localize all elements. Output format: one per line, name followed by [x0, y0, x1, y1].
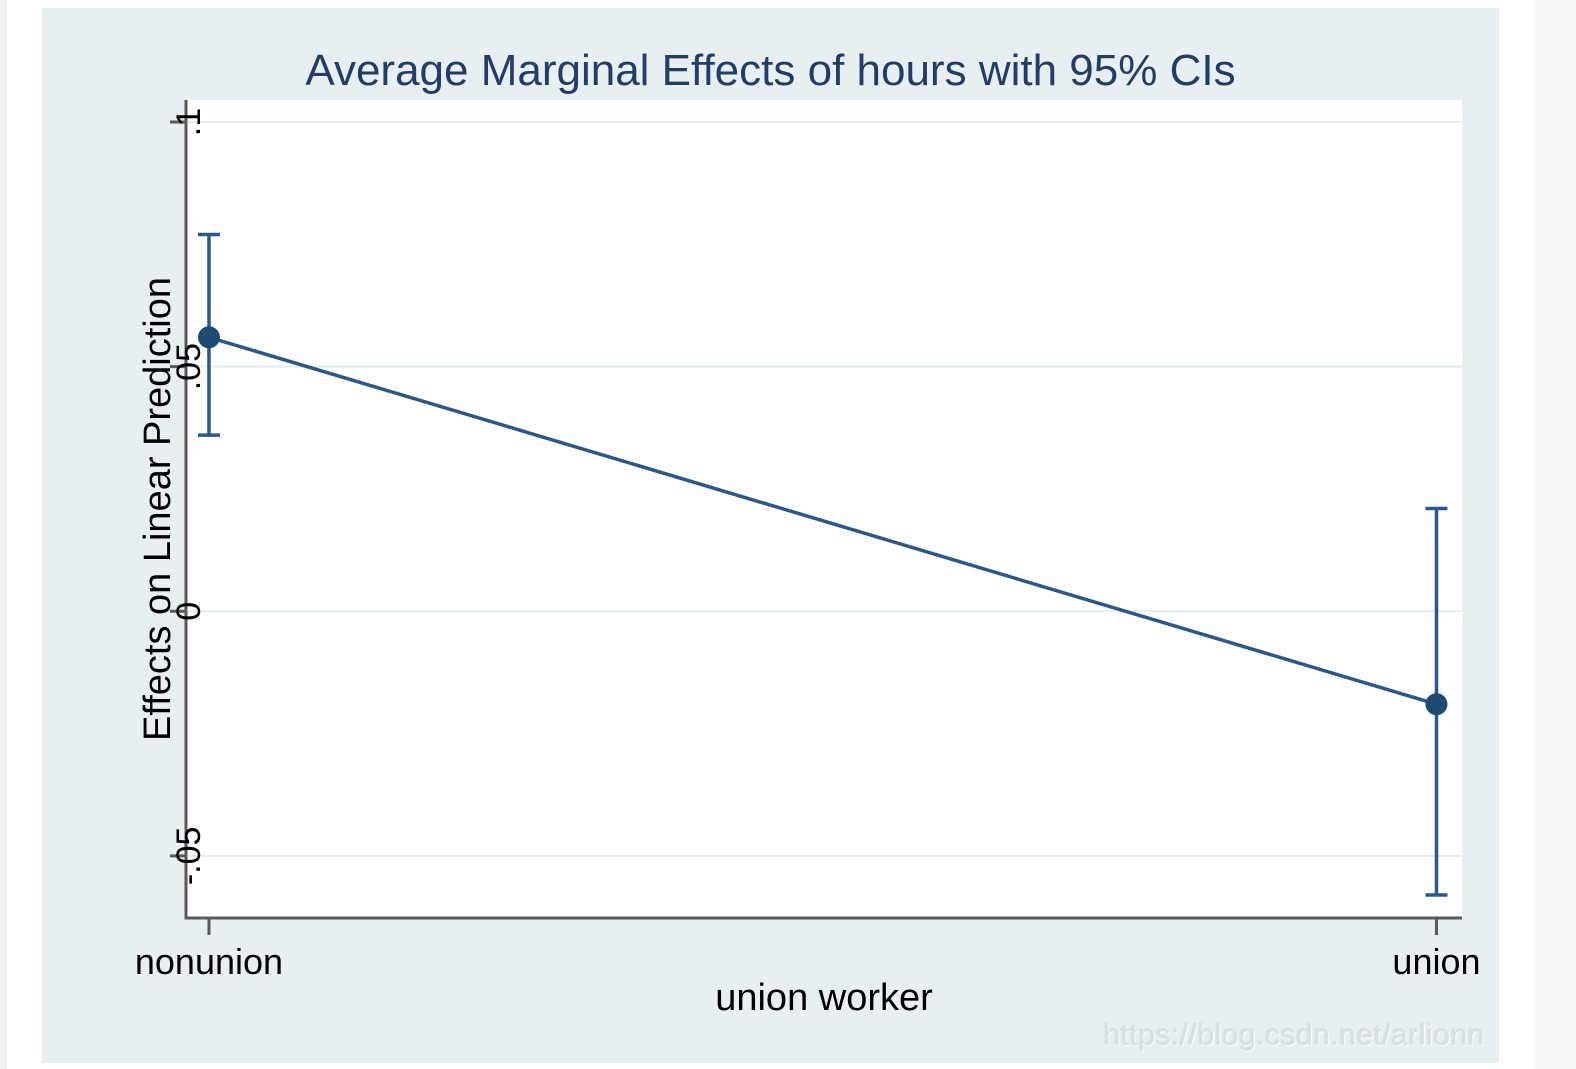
y-axis-title: Effects on Linear Prediction — [137, 277, 179, 741]
chart-svg: .1 .05 0 -.05 Effects on Linear Prediction no… — [135, 100, 1481, 1019]
data-point-nonunion — [197, 326, 220, 349]
x-tick-label-nonunion: nonunion — [135, 941, 283, 982]
graph-panel: Average Marginal Effects of hours with 9… — [42, 8, 1499, 1063]
data-point-union — [1425, 693, 1448, 716]
page-left-edge — [0, 0, 7, 1069]
y-tick-label: -.05 — [170, 827, 208, 886]
x-tick-label-union: union — [1392, 941, 1480, 982]
y-tick-label: .05 — [170, 343, 208, 390]
watermark: https://blog.csdn.net/arlionn — [1103, 1019, 1485, 1052]
y-tick-label: .1 — [170, 108, 208, 136]
x-axis-title: union worker — [715, 977, 933, 1019]
series-line — [208, 335, 1437, 706]
plot-area — [186, 100, 1462, 918]
chart-title: Average Marginal Effects of hours with 9… — [305, 46, 1236, 95]
y-tick-label: 0 — [170, 602, 208, 621]
page-right-gutter — [1533, 0, 1576, 1069]
